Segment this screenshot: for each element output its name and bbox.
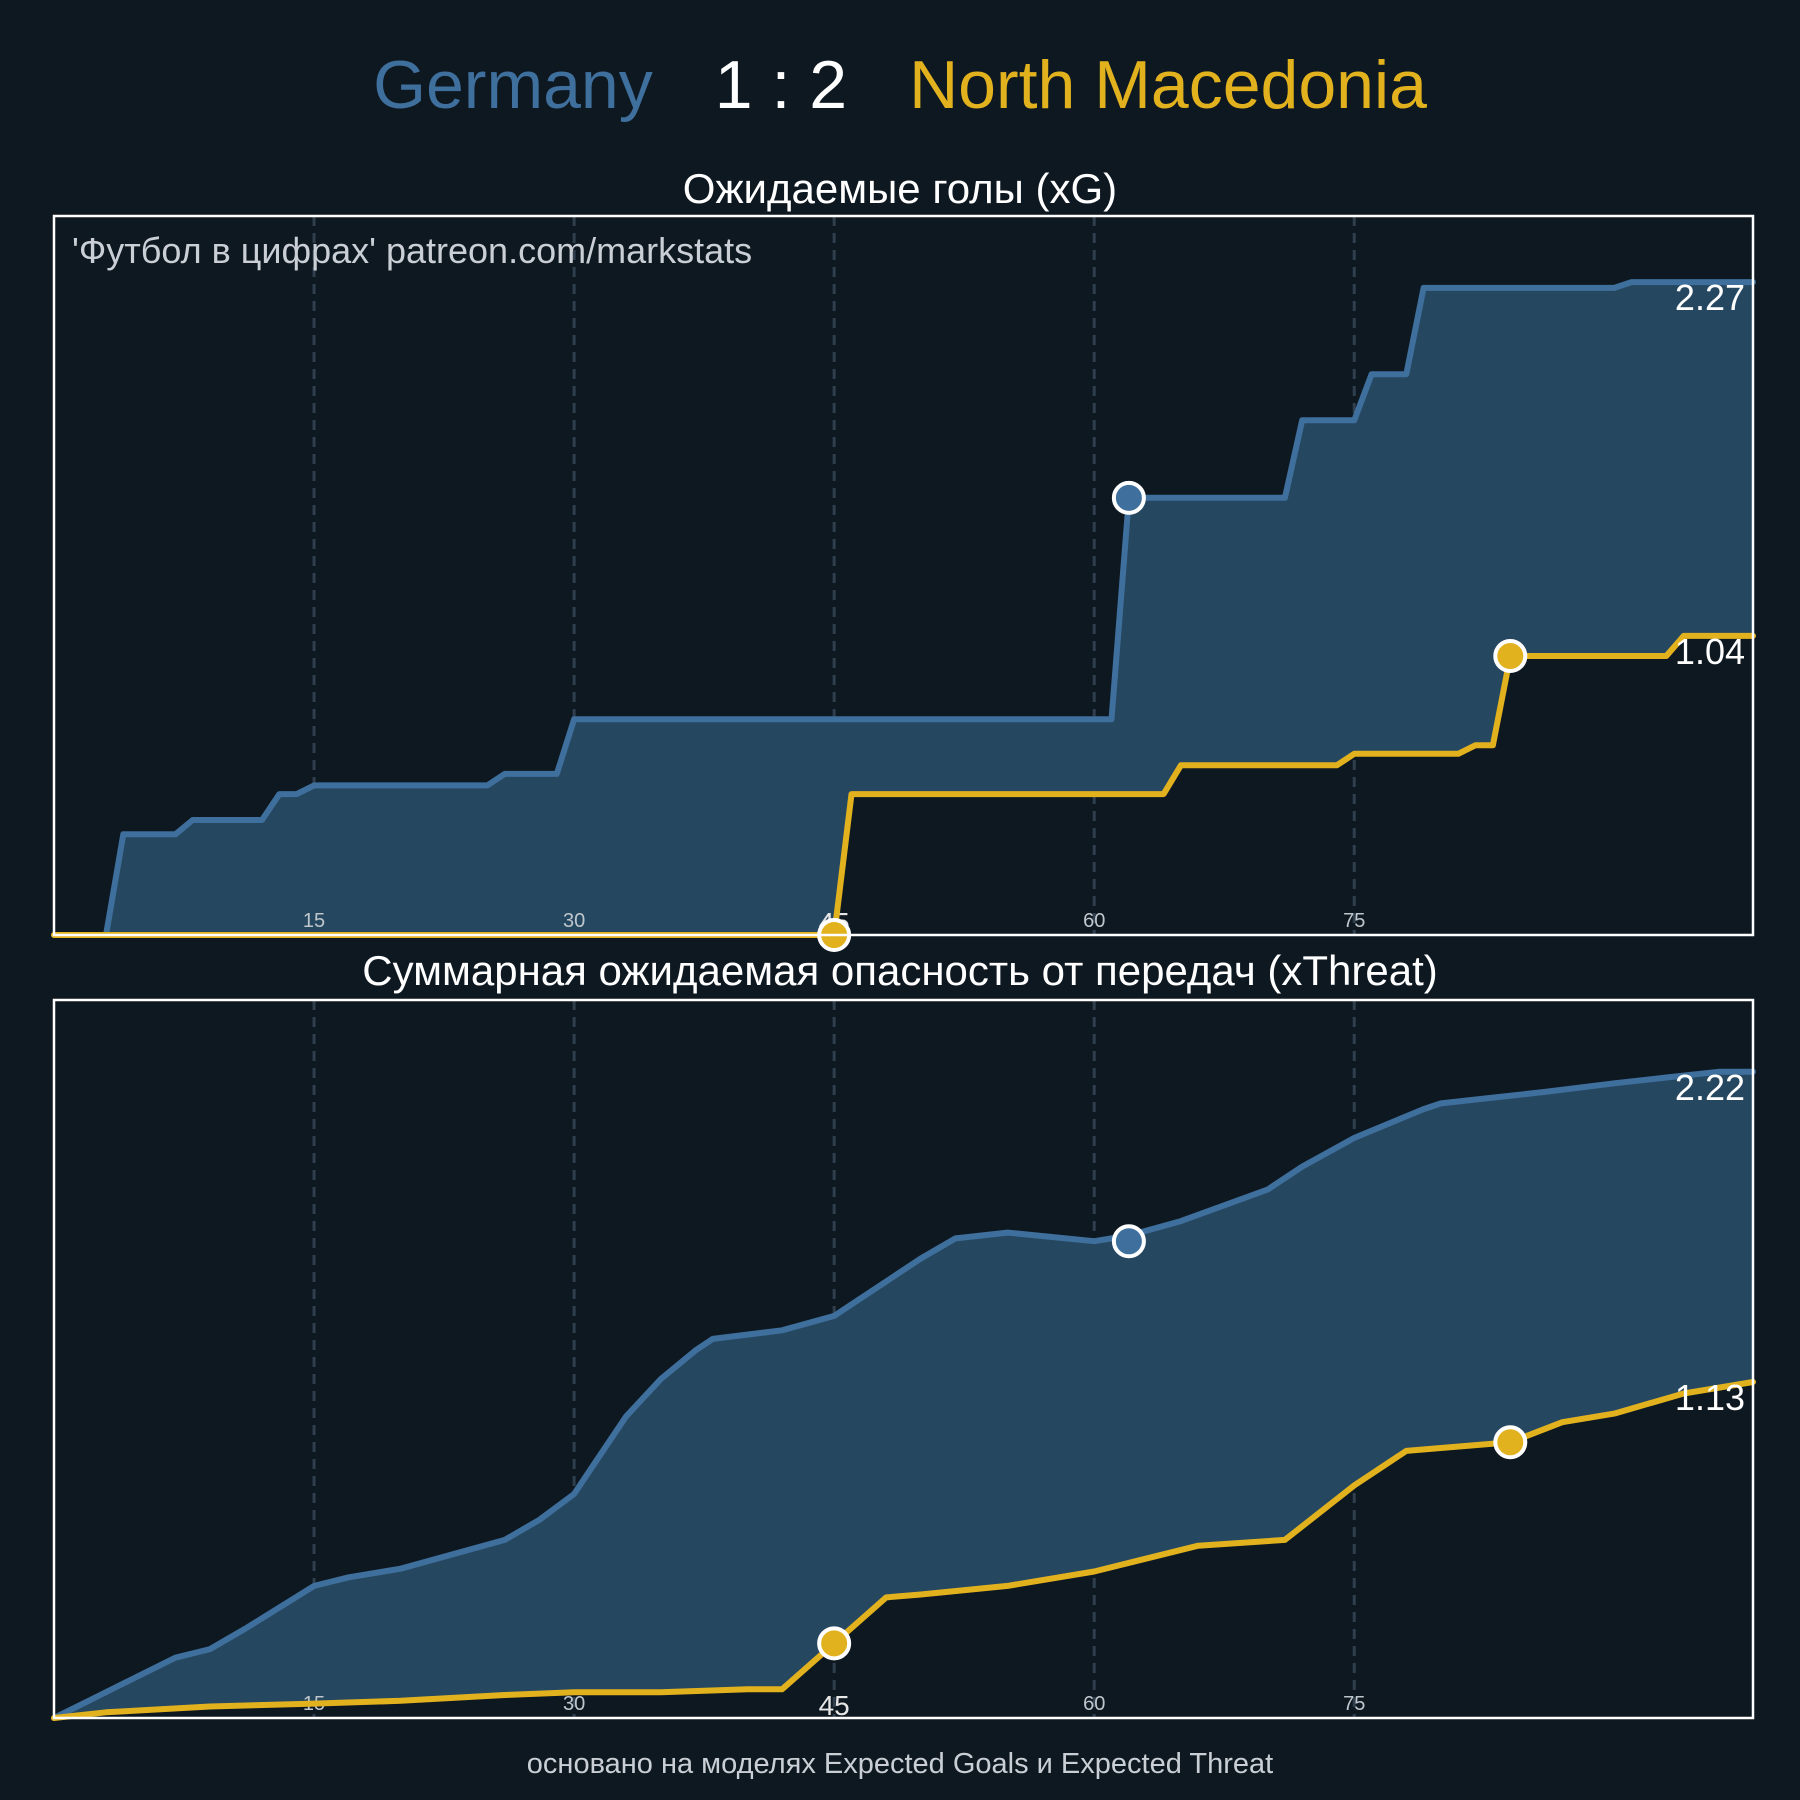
chart2-line-germany [51, 1068, 1756, 1721]
chart2-final-value-north-macedonia: 1.13 [1675, 1377, 1745, 1418]
chart1-line-germany [51, 279, 1756, 938]
away-team-name: North Macedonia [909, 47, 1427, 123]
chart1-area-between [54, 282, 1753, 936]
chart1-frame [52, 214, 1755, 937]
chart2-area-between [54, 1071, 1753, 1718]
chart1-tick-label-30: 30 [563, 910, 585, 932]
chart1-final-value-germany: 2.27 [1675, 277, 1745, 318]
chart2-tick-label-75: 75 [1343, 1693, 1365, 1715]
chart2-tick-label-60: 60 [1083, 1693, 1105, 1715]
chart2-tick-label-30: 30 [563, 1693, 585, 1715]
chart1-line-north-macedonia [51, 632, 1756, 938]
chart1-final-value-north-macedonia: 1.04 [1675, 631, 1745, 672]
match-score: 1 : 2 [714, 47, 848, 123]
chart1-tick-label-15: 15 [303, 910, 325, 932]
chart2-frame [52, 998, 1755, 1720]
chart2-goal-marker-north-macedonia-1 [817, 1626, 852, 1661]
chart1-goal-marker-north-macedonia-2 [1493, 639, 1528, 674]
home-team-name: Germany [373, 47, 653, 123]
chart2-title: Суммарная ожидаемая опасность от передач… [362, 947, 1438, 994]
chart2-final-value-germany: 2.22 [1675, 1067, 1745, 1108]
chart1-tick-label-75: 75 [1343, 910, 1365, 932]
chart1-goal-marker-germany-1 [1111, 480, 1146, 515]
chart2-goal-marker-germany-1 [1111, 1224, 1146, 1259]
match-header: Germany 1 : 2 North Macedonia [0, 40, 1800, 130]
chart2-goal-marker-north-macedonia-2 [1493, 1425, 1528, 1460]
chart1-title: Ожидаемые голы (xG) [683, 165, 1117, 212]
footer-caption: основано на моделях Expected Goals и Exp… [527, 1748, 1273, 1780]
watermark: 'Футбол в цифрах' patreon.com/markstats [72, 230, 752, 271]
chart2-tick-label-45: 45 [819, 1690, 850, 1721]
chart1-tick-label-60: 60 [1083, 910, 1105, 932]
